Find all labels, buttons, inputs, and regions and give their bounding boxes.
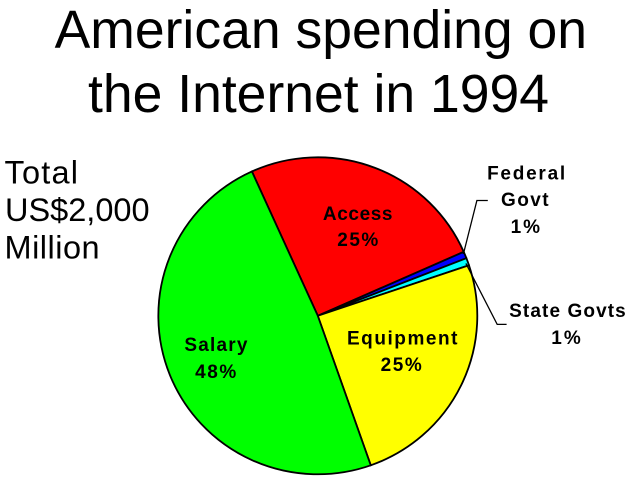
svg-text:Govt: Govt xyxy=(501,190,550,211)
svg-text:the Internet in 1994: the Internet in 1994 xyxy=(88,65,549,124)
svg-text:Federal: Federal xyxy=(487,164,567,185)
svg-text:25%: 25% xyxy=(381,355,424,376)
svg-text:American spending on: American spending on xyxy=(55,1,587,60)
svg-text:Salary: Salary xyxy=(184,335,248,356)
svg-text:1%: 1% xyxy=(511,217,542,238)
svg-text:Million: Million xyxy=(5,230,101,266)
svg-text:1%: 1% xyxy=(551,328,582,349)
svg-text:US$2,000: US$2,000 xyxy=(5,192,150,228)
svg-text:Access: Access xyxy=(323,204,393,225)
svg-text:48%: 48% xyxy=(195,362,238,383)
svg-text:State Govts: State Govts xyxy=(509,301,627,322)
svg-text:Total: Total xyxy=(5,155,80,191)
svg-text:25%: 25% xyxy=(337,230,379,251)
svg-text:Equipment: Equipment xyxy=(347,329,459,350)
